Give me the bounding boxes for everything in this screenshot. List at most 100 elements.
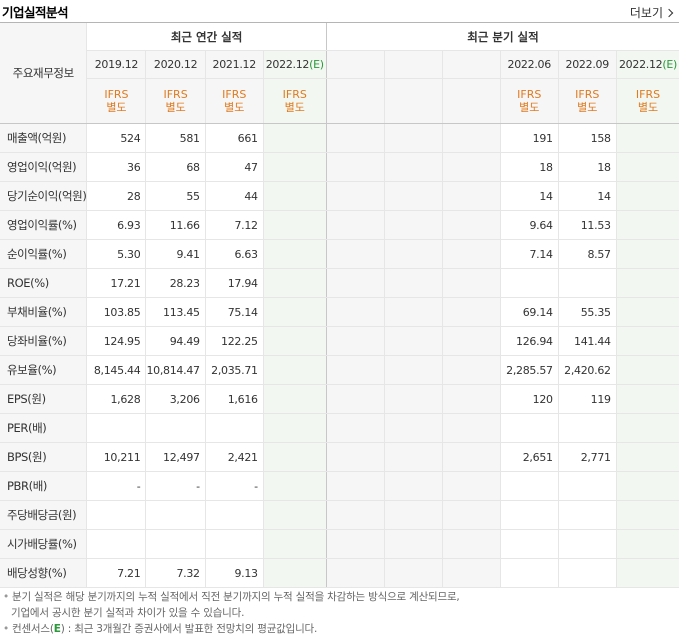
accounting-standard (325, 78, 385, 124)
annual-value: 661 (204, 123, 264, 153)
quarter-empty-cell (325, 297, 385, 327)
annual-value: - (204, 471, 264, 501)
annual-value: 12,497 (145, 442, 206, 472)
quarter-empty-cell (441, 471, 501, 501)
annual-value (262, 442, 327, 472)
annual-value (262, 123, 327, 153)
quarter-value: 14 (557, 181, 617, 211)
annual-value (145, 413, 206, 443)
quarter-empty-cell (325, 326, 385, 356)
row-label: 유보율(%) (0, 355, 87, 385)
quarter-value (557, 500, 617, 530)
annual-value: 17.94 (204, 268, 264, 298)
quarter-value (615, 210, 680, 240)
accounting-standard: IFRS 별도 (557, 78, 617, 124)
quarter-value (615, 239, 680, 269)
annual-value (86, 500, 146, 530)
quarter-value (615, 123, 680, 153)
quarter-empty-cell (383, 297, 443, 327)
quarter-empty-cell (441, 413, 501, 443)
accounting-standard: IFRS 별도 (615, 78, 680, 124)
more-link[interactable]: 더보기 (630, 4, 674, 21)
table-row: 부채비율(%) 103.85 113.45 75.14 69.14 55.35 (0, 297, 680, 327)
quarter-period-5: 2022.12(E) (615, 50, 680, 79)
quarter-empty-cell (441, 355, 501, 385)
annual-value: 103.85 (86, 297, 146, 327)
annual-value (262, 210, 327, 240)
table-row: PBR(배) - - - (0, 471, 680, 501)
table-row: 시가배당률(%) (0, 529, 680, 559)
annual-value: 28.23 (145, 268, 206, 298)
standard-line1: IFRS (222, 88, 247, 101)
quarter-value (615, 297, 680, 327)
quarter-value (615, 413, 680, 443)
annual-period-3: 2022.12(E) (262, 50, 327, 79)
quarter-value: 7.14 (499, 239, 559, 269)
quarter-value (615, 181, 680, 211)
accounting-standard (441, 78, 501, 124)
annual-value: 55 (145, 181, 206, 211)
annual-value: 6.93 (86, 210, 146, 240)
standard-line1: IFRS (517, 88, 542, 101)
table-row: 영업이익률(%) 6.93 11.66 7.12 9.64 11.53 (0, 210, 680, 240)
annual-value: - (145, 471, 206, 501)
quarter-value (499, 529, 559, 559)
standard-line2: 별도 (637, 101, 659, 114)
standard-line2: 별도 (224, 101, 245, 114)
quarter-empty-cell (325, 355, 385, 385)
period-label: 2019.12 (94, 58, 139, 71)
standard-line2: 별도 (106, 101, 127, 114)
table-row: 순이익률(%) 5.30 9.41 6.63 7.14 8.57 (0, 239, 680, 269)
quarter-value: 191 (499, 123, 559, 153)
footnote-1-cont: 기업에서 공시한 분기 실적과 차이가 있을 수 있습니다. (11, 607, 245, 619)
accounting-standard (383, 78, 443, 124)
annual-value: 75.14 (204, 297, 264, 327)
table-row: 유보율(%) 8,145.44 10,814.47 2,035.71 2,285.57 2… (0, 355, 680, 385)
quarter-value (499, 500, 559, 530)
standard-line2: 별도 (165, 101, 186, 114)
row-label: 영업이익(억원) (0, 152, 87, 182)
quarter-empty-cell (383, 442, 443, 472)
footnote-1: • 분기 실적은 해당 분기까지의 누적 실적에서 직전 분기까지의 누적 실적을… (3, 591, 460, 603)
annual-value (262, 413, 327, 443)
annual-value: 581 (145, 123, 206, 153)
annual-value: 44 (204, 181, 264, 211)
annual-value: 9.41 (145, 239, 206, 269)
table-row: PER(배) (0, 413, 680, 443)
quarter-value (615, 471, 680, 501)
quarter-empty-cell (325, 558, 385, 588)
annual-value: 7.32 (145, 558, 206, 588)
quarter-value: 55.35 (557, 297, 617, 327)
accounting-standard: IFRS 별도 (145, 78, 206, 124)
quarter-value: 18 (499, 152, 559, 182)
period-label: 2020.12 (153, 58, 198, 71)
period-label: 2022.09 (565, 58, 610, 71)
annual-value: 47 (204, 152, 264, 182)
annual-value: 94.49 (145, 326, 206, 356)
quarter-value (557, 471, 617, 501)
row-label: 순이익률(%) (0, 239, 87, 269)
row-label: 영업이익률(%) (0, 210, 87, 240)
standard-line2: 별도 (519, 101, 540, 114)
row-label: 당기순이익(억원) (0, 181, 87, 211)
estimate-mark: (E) (309, 58, 324, 71)
row-label: EPS(원) (0, 384, 87, 414)
quarter-empty-cell (325, 471, 385, 501)
annual-value (145, 500, 206, 530)
quarter-empty-cell (325, 239, 385, 269)
quarter-empty-cell (383, 471, 443, 501)
row-label: 부채비율(%) (0, 297, 87, 327)
quarter-empty-cell (441, 268, 501, 298)
quarter-empty-cell (441, 442, 501, 472)
quarter-group-header: 최근 분기 실적 (325, 22, 680, 51)
annual-value (204, 413, 264, 443)
quarter-value (615, 529, 680, 559)
annual-value: 5.30 (86, 239, 146, 269)
annual-value: 11.66 (145, 210, 206, 240)
quarter-value: 120 (499, 384, 559, 414)
quarter-empty-cell (441, 558, 501, 588)
table-row: ROE(%) 17.21 28.23 17.94 (0, 268, 680, 298)
quarter-empty-cell (325, 500, 385, 530)
quarter-empty-cell (325, 123, 385, 153)
quarter-empty-cell (441, 152, 501, 182)
